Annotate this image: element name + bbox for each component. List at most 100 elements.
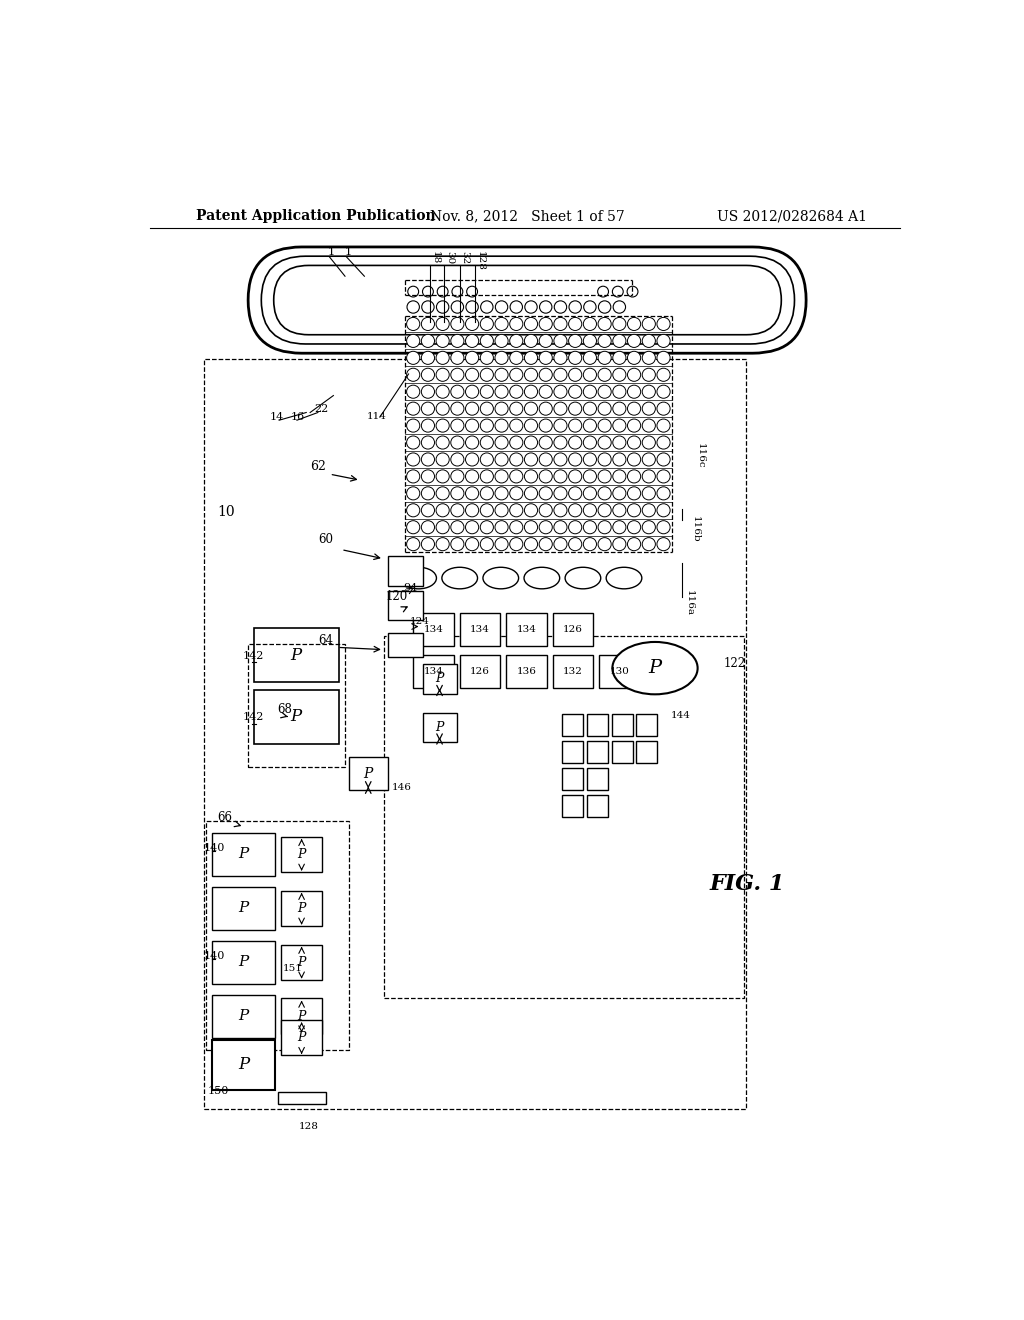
Circle shape: [628, 520, 641, 533]
Circle shape: [421, 436, 434, 449]
Circle shape: [495, 403, 508, 416]
Circle shape: [421, 334, 434, 347]
Circle shape: [598, 504, 611, 517]
Bar: [384, 636, 744, 998]
Circle shape: [480, 504, 494, 517]
Text: 116a: 116a: [684, 590, 693, 615]
Circle shape: [436, 520, 450, 533]
Circle shape: [584, 436, 597, 449]
Circle shape: [407, 403, 420, 416]
Circle shape: [598, 537, 611, 550]
Circle shape: [568, 520, 582, 533]
Text: 114: 114: [367, 412, 387, 421]
Circle shape: [554, 537, 567, 550]
Text: 68: 68: [278, 702, 293, 715]
Circle shape: [436, 418, 450, 432]
Circle shape: [495, 520, 508, 533]
Circle shape: [524, 301, 538, 313]
Circle shape: [628, 368, 641, 381]
Circle shape: [598, 520, 611, 533]
FancyBboxPatch shape: [261, 256, 795, 345]
Bar: [388, 591, 423, 620]
Bar: [206, 821, 349, 1051]
Bar: [212, 887, 275, 929]
Text: 142: 142: [243, 651, 264, 661]
Text: FIG. 1: FIG. 1: [710, 873, 784, 895]
Circle shape: [495, 418, 508, 432]
Circle shape: [466, 504, 478, 517]
Circle shape: [598, 286, 608, 297]
Circle shape: [612, 317, 626, 330]
Text: 146: 146: [391, 783, 412, 792]
Circle shape: [407, 453, 420, 466]
Circle shape: [510, 453, 523, 466]
Circle shape: [657, 487, 670, 500]
Circle shape: [598, 334, 611, 347]
Circle shape: [657, 385, 670, 399]
Circle shape: [554, 317, 567, 330]
Circle shape: [510, 436, 523, 449]
Text: P: P: [435, 672, 443, 685]
Text: 62: 62: [310, 461, 326, 474]
Circle shape: [407, 504, 420, 517]
Circle shape: [568, 317, 582, 330]
Text: 10: 10: [217, 506, 234, 520]
Text: 30: 30: [445, 251, 454, 264]
Circle shape: [657, 317, 670, 330]
Text: P: P: [291, 647, 302, 664]
Circle shape: [540, 487, 552, 500]
Circle shape: [495, 436, 508, 449]
Circle shape: [540, 385, 552, 399]
Circle shape: [495, 487, 508, 500]
Circle shape: [568, 351, 582, 364]
Circle shape: [495, 317, 508, 330]
Circle shape: [642, 334, 655, 347]
Circle shape: [451, 368, 464, 381]
Circle shape: [436, 334, 450, 347]
Circle shape: [407, 436, 420, 449]
Text: P: P: [648, 659, 662, 677]
Circle shape: [540, 537, 552, 550]
Circle shape: [612, 351, 626, 364]
Text: P: P: [238, 1056, 249, 1073]
Bar: [553, 612, 593, 645]
Circle shape: [642, 520, 655, 533]
Circle shape: [584, 520, 597, 533]
Circle shape: [466, 368, 478, 381]
Bar: [636, 714, 657, 737]
Circle shape: [436, 301, 449, 313]
Circle shape: [568, 418, 582, 432]
Bar: [282, 945, 322, 979]
Circle shape: [584, 487, 597, 500]
Circle shape: [451, 436, 464, 449]
Circle shape: [524, 487, 538, 500]
Circle shape: [451, 403, 464, 416]
Text: P: P: [297, 902, 306, 915]
Circle shape: [524, 537, 538, 550]
Circle shape: [495, 470, 508, 483]
Circle shape: [628, 351, 641, 364]
Circle shape: [407, 470, 420, 483]
Circle shape: [657, 504, 670, 517]
Circle shape: [480, 301, 493, 313]
Circle shape: [510, 368, 523, 381]
Circle shape: [524, 504, 538, 517]
Circle shape: [421, 487, 434, 500]
Circle shape: [436, 317, 450, 330]
Ellipse shape: [524, 568, 560, 589]
Circle shape: [421, 351, 434, 364]
Circle shape: [628, 504, 641, 517]
Circle shape: [480, 351, 494, 364]
Circle shape: [480, 385, 494, 399]
Text: 142: 142: [243, 713, 264, 722]
Circle shape: [451, 418, 464, 432]
Circle shape: [612, 520, 626, 533]
Text: US 2012/0282684 A1: US 2012/0282684 A1: [717, 209, 867, 223]
Circle shape: [451, 504, 464, 517]
FancyBboxPatch shape: [248, 247, 806, 354]
Circle shape: [628, 418, 641, 432]
Circle shape: [421, 537, 434, 550]
Circle shape: [407, 351, 420, 364]
Bar: [278, 1093, 326, 1104]
Circle shape: [598, 403, 611, 416]
